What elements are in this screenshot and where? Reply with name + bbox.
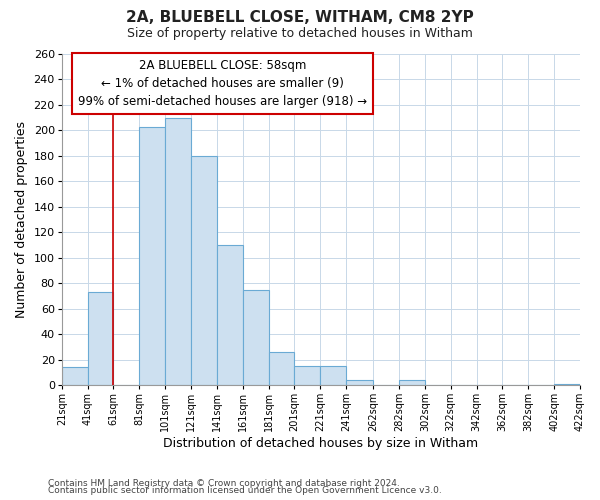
Bar: [399, 380, 425, 385]
X-axis label: Distribution of detached houses by size in Witham: Distribution of detached houses by size …: [163, 437, 478, 450]
Bar: [295, 366, 320, 385]
Bar: [165, 118, 191, 385]
Bar: [62, 368, 88, 385]
Text: 2A BLUEBELL CLOSE: 58sqm
← 1% of detached houses are smaller (9)
99% of semi-det: 2A BLUEBELL CLOSE: 58sqm ← 1% of detache…: [78, 59, 367, 108]
Bar: [88, 292, 113, 385]
Bar: [554, 384, 580, 385]
Y-axis label: Number of detached properties: Number of detached properties: [15, 121, 28, 318]
Text: Contains HM Land Registry data © Crown copyright and database right 2024.: Contains HM Land Registry data © Crown c…: [48, 478, 400, 488]
Text: Contains public sector information licensed under the Open Government Licence v3: Contains public sector information licen…: [48, 486, 442, 495]
Bar: [242, 290, 269, 385]
Bar: [139, 126, 165, 385]
Bar: [346, 380, 373, 385]
Text: Size of property relative to detached houses in Witham: Size of property relative to detached ho…: [127, 28, 473, 40]
Bar: [269, 352, 295, 385]
Bar: [191, 156, 217, 385]
Text: 2A, BLUEBELL CLOSE, WITHAM, CM8 2YP: 2A, BLUEBELL CLOSE, WITHAM, CM8 2YP: [126, 10, 474, 25]
Bar: [320, 366, 346, 385]
Bar: [217, 245, 242, 385]
